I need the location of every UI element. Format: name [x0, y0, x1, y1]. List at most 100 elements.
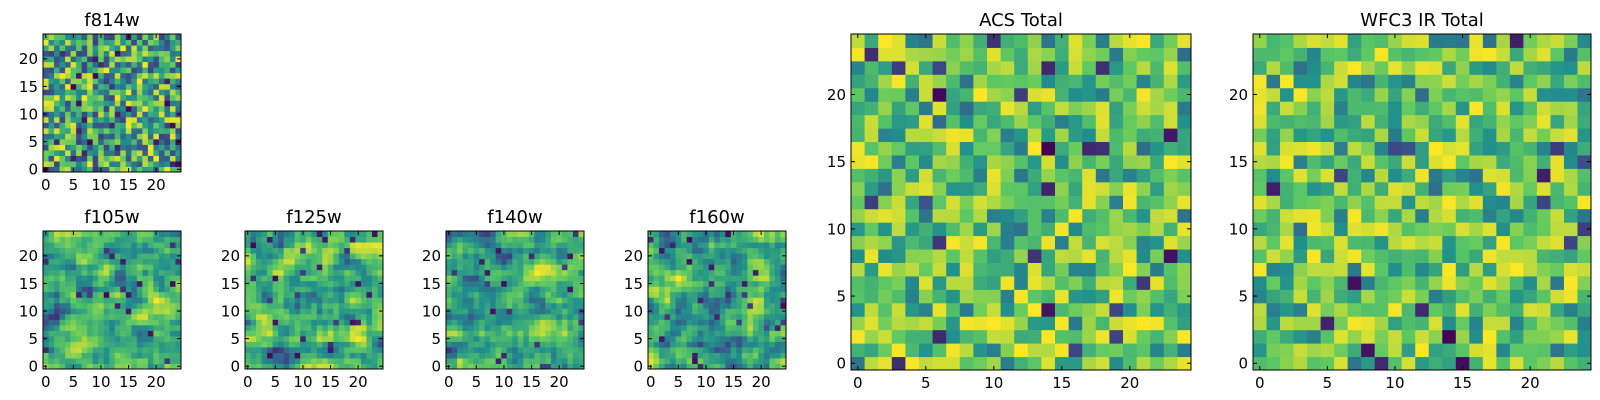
heatmap-cell — [120, 269, 127, 276]
heatmap-cell — [659, 264, 666, 271]
heatmap-cell — [92, 275, 99, 282]
heatmap-cell — [946, 74, 961, 89]
heatmap-cell — [1320, 302, 1335, 317]
heatmap-cell — [1536, 235, 1551, 250]
heatmap-cell — [272, 297, 279, 304]
heatmap-cell — [1469, 128, 1484, 143]
heatmap-cell — [1428, 356, 1443, 371]
heatmap-cell — [1163, 101, 1178, 116]
heatmap-cell — [87, 72, 94, 79]
heatmap-cell — [294, 346, 301, 353]
heatmap-cell — [1482, 114, 1497, 129]
heatmap-cell — [131, 45, 138, 52]
heatmap-cell — [653, 363, 660, 370]
heatmap-cell — [136, 363, 143, 370]
heatmap-cell — [153, 61, 160, 68]
heatmap-cell — [1388, 222, 1403, 237]
heatmap-cell — [495, 231, 502, 238]
heatmap-cell — [534, 341, 541, 348]
heatmap-cell — [109, 100, 116, 107]
heatmap-cell — [1000, 168, 1015, 183]
heatmap-cell — [1496, 302, 1511, 317]
heatmap-cell — [76, 253, 83, 260]
heatmap-cell — [92, 324, 99, 331]
heatmap-cell — [774, 258, 781, 265]
heatmap-cell — [1523, 356, 1538, 371]
heatmap-cell — [125, 352, 132, 359]
heatmap-cell — [919, 275, 934, 290]
heatmap-cell — [763, 242, 770, 249]
heatmap-cell — [92, 160, 99, 167]
heatmap-cell — [561, 258, 568, 265]
heatmap-cell — [686, 302, 693, 309]
heatmap-cell — [278, 231, 285, 238]
heatmap-cell — [59, 122, 66, 129]
heatmap-cell — [462, 242, 469, 249]
heatmap-cell — [136, 34, 143, 41]
heatmap-cell — [70, 357, 77, 364]
heatmap-cell — [703, 247, 710, 254]
heatmap-cell — [878, 262, 893, 277]
heatmap-cell — [1177, 128, 1192, 143]
heatmap-cell — [250, 297, 257, 304]
heatmap-cell — [550, 346, 557, 353]
heatmap-cell — [1307, 275, 1322, 290]
heatmap-cell — [1577, 289, 1592, 304]
heatmap-cell — [648, 346, 655, 353]
heatmap-cell — [512, 297, 519, 304]
y-tick-label: 5 — [633, 330, 643, 348]
heatmap-cell — [164, 308, 171, 315]
heatmap-cell — [327, 308, 334, 315]
heatmap-cell — [360, 280, 367, 287]
heatmap-cell — [147, 149, 154, 156]
heatmap-cell — [708, 286, 715, 293]
heatmap-cell — [1041, 329, 1056, 344]
heatmap-cell — [1320, 249, 1335, 263]
heatmap-cell — [670, 297, 677, 304]
heatmap-cell — [1455, 87, 1470, 102]
heatmap-cell — [697, 335, 704, 342]
heatmap-cell — [534, 236, 541, 243]
heatmap-cell — [919, 87, 934, 102]
heatmap-cell — [1482, 302, 1497, 317]
heatmap-cell — [120, 242, 127, 249]
heatmap-cell — [48, 302, 55, 309]
heatmap-cell — [1266, 302, 1281, 317]
heatmap-cell — [92, 297, 99, 304]
heatmap-cell — [725, 319, 732, 326]
heatmap-cell — [1266, 262, 1281, 277]
heatmap-cell — [349, 286, 356, 293]
heatmap-cell — [780, 313, 787, 320]
heatmap-cell — [158, 138, 165, 145]
heatmap-cell — [1280, 101, 1295, 116]
heatmap-cell — [81, 100, 88, 107]
heatmap-cell — [136, 166, 143, 173]
heatmap-cell — [142, 94, 149, 101]
heatmap-cell — [1293, 34, 1308, 48]
heatmap-cell — [65, 335, 72, 342]
heatmap-cell — [147, 34, 154, 41]
heatmap-cell — [763, 258, 770, 265]
heatmap-cell — [697, 313, 704, 320]
heatmap-cell — [1000, 74, 1015, 89]
heatmap-cell — [1095, 262, 1110, 277]
heatmap-cell — [125, 138, 132, 145]
heatmap-cell — [1482, 262, 1497, 277]
heatmap-cell — [272, 302, 279, 309]
heatmap-cell — [316, 363, 323, 370]
heatmap-cell — [468, 291, 475, 298]
heatmap-cell — [1307, 249, 1322, 263]
heatmap-cell — [43, 160, 50, 167]
heatmap-cell — [114, 258, 121, 265]
heatmap-cell — [1041, 34, 1056, 48]
heatmap-cell — [451, 286, 458, 293]
heatmap-cell — [1536, 275, 1551, 290]
heatmap-cell — [545, 280, 552, 287]
heatmap-cell — [692, 280, 699, 287]
heatmap-cell — [70, 264, 77, 271]
heatmap-cell — [697, 236, 704, 243]
heatmap-cell — [534, 302, 541, 309]
heatmap-cell — [1136, 87, 1151, 102]
heatmap-cell — [1415, 316, 1430, 331]
heatmap-cell — [153, 247, 160, 254]
